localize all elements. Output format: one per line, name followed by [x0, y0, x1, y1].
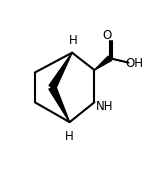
Text: NH: NH: [96, 100, 114, 113]
Text: H: H: [65, 130, 74, 143]
Polygon shape: [49, 86, 70, 122]
Text: OH: OH: [125, 57, 143, 70]
Text: H: H: [69, 34, 78, 47]
Polygon shape: [94, 56, 112, 70]
Polygon shape: [49, 53, 72, 89]
Text: O: O: [102, 29, 111, 42]
